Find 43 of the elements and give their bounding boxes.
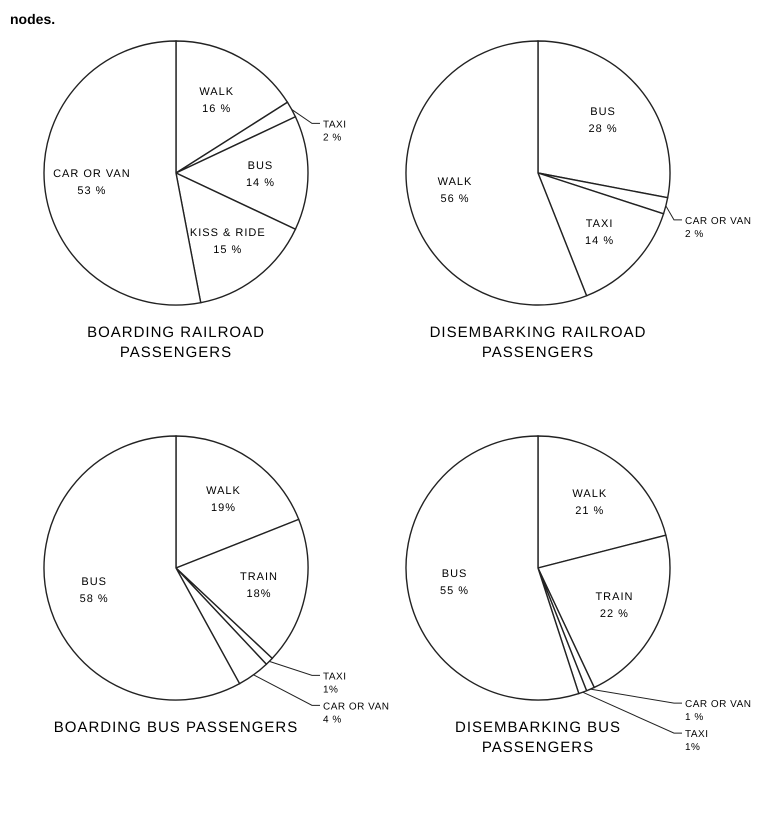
slice-label: KISS & RIDE: [190, 226, 266, 239]
text: BOARDING BUS PASSENGERS: [54, 719, 298, 736]
slice-label: TAXI: [586, 218, 614, 230]
text: nodes.: [10, 11, 56, 27]
slice-label: BUS: [81, 576, 107, 588]
slice-label: TRAIN: [595, 590, 634, 603]
data-label: 55 %: [440, 585, 470, 598]
slice-label: WALK: [206, 485, 241, 498]
data-label: 22 %: [600, 608, 629, 620]
data-label: 58 %: [80, 593, 109, 606]
data-label: 14 %: [585, 234, 614, 247]
data-label: 15 %: [213, 244, 242, 256]
slice-label: CAR OR VAN: [53, 168, 131, 180]
data-label: 18%: [246, 588, 272, 600]
data-label: 4 %: [323, 714, 342, 726]
slice-label: TAXI: [323, 671, 346, 682]
data-label: 56 %: [440, 192, 470, 205]
slice-label: TAXI: [685, 729, 708, 740]
text: DISEMBARKING RAILROAD PASSENGERS: [430, 324, 646, 361]
data-label: 1%: [685, 742, 700, 754]
slice-label: WALK: [572, 488, 608, 500]
data-label: 16 %: [202, 102, 232, 115]
slice-label: BUS: [248, 160, 274, 172]
slice-label: WALK: [438, 176, 472, 188]
slice-label: CAR OR VAN: [685, 216, 752, 227]
data-label: 28 %: [588, 123, 618, 136]
data-label: 21 %: [575, 505, 604, 518]
text: DISEMBARKING BUS PASSENGERS: [454, 719, 622, 756]
data-label: 53 %: [77, 184, 106, 197]
data-label: 14 %: [246, 177, 276, 189]
slice-label: WALK: [199, 86, 234, 98]
slice-label: TAXI: [323, 119, 346, 130]
data-label: 1 %: [685, 712, 704, 724]
data-label: 2 %: [685, 228, 704, 240]
data-label: 19%: [210, 502, 236, 514]
text: BOARDING RAILROAD PASSENGERS: [87, 324, 265, 361]
data-label: 2 %: [323, 132, 342, 144]
slice-label: BUS: [442, 568, 468, 580]
slice-label: CAR OR VAN: [323, 701, 390, 712]
slice-label: CAR OR VAN: [685, 699, 752, 710]
data-label: 1%: [323, 684, 338, 696]
slice-label: TRAIN: [240, 570, 278, 583]
slice-label: BUS: [590, 106, 616, 118]
